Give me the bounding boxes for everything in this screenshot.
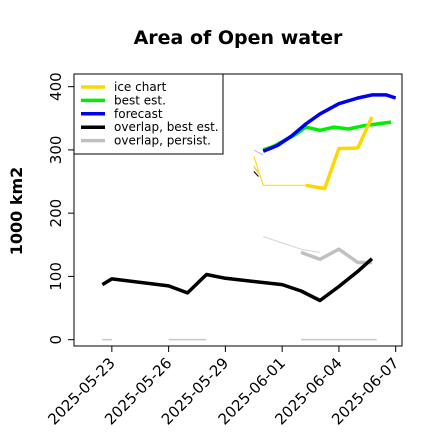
x-axis: 2025-05-232025-05-262025-05-292025-06-01… <box>44 346 403 428</box>
series-line-best-est <box>262 120 392 152</box>
connector-line-11 <box>253 167 259 172</box>
connector-line-9 <box>253 171 259 177</box>
y-axis-label: 1000 km2 <box>7 167 26 256</box>
connector-line-5 <box>263 236 321 253</box>
y-axis: 0 100 200 300 400 <box>47 72 74 344</box>
y-tick-label: 400 <box>47 72 65 101</box>
series-line-ice-chart <box>305 116 374 191</box>
series-line-overlap-persist <box>300 247 372 265</box>
y-tick-label: 300 <box>47 136 65 165</box>
legend-label: overlap, persist. <box>114 134 211 148</box>
series-line-overlap-best-est <box>101 257 374 303</box>
plot-area <box>101 93 397 341</box>
connector-line-6 <box>253 156 306 186</box>
y-tick-label: 200 <box>47 199 65 228</box>
plot-frame <box>73 73 403 347</box>
chart-title: Area of Open water <box>134 27 343 49</box>
y-tick-label: 0 <box>47 335 65 345</box>
legend-label: best est. <box>114 93 166 107</box>
connector-line-12 <box>253 149 264 156</box>
legend-label: forecast <box>114 107 163 121</box>
series-line-forecast <box>262 93 397 153</box>
y-tick-label: 100 <box>47 262 65 291</box>
legend-label: overlap, best est. <box>114 120 219 134</box>
legend-label: ice chart <box>114 80 167 94</box>
